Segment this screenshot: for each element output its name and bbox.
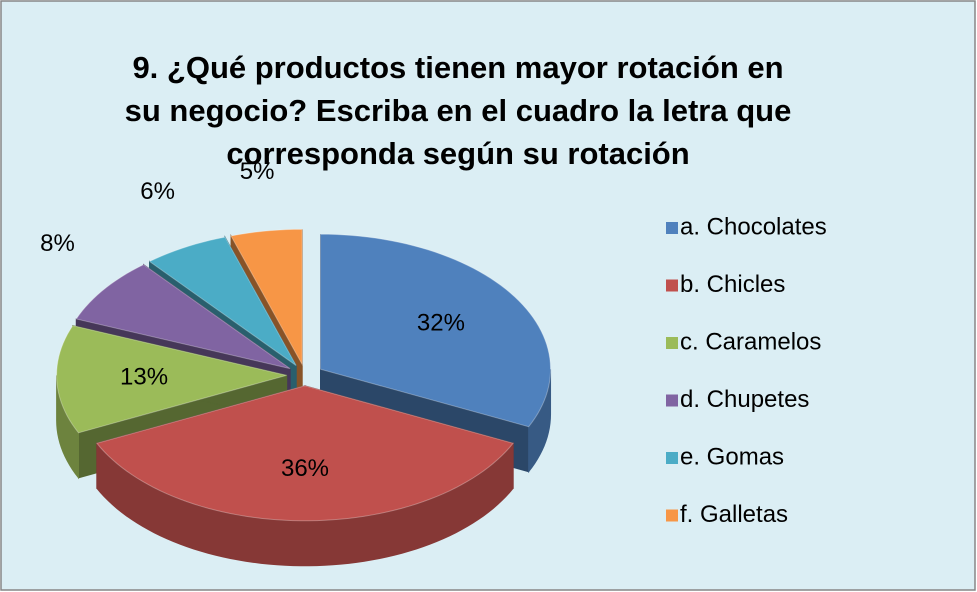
data-label: 6%: [140, 178, 175, 205]
slice: [56, 325, 287, 434]
legend-swatch: [666, 394, 678, 407]
legend-label: a. Chocolates: [680, 213, 827, 240]
slice: [75, 264, 291, 370]
legend-swatch: [666, 279, 678, 292]
legend-label: c. Caramelos: [680, 328, 821, 355]
data-label: 13%: [120, 363, 168, 390]
data-label: 8%: [40, 230, 75, 257]
slice: [320, 233, 552, 428]
chart-title: su negocio? Escriba en el cuadro la letr…: [125, 93, 792, 128]
slice-wall: [56, 375, 79, 480]
slice: [230, 228, 303, 367]
data-label: 36%: [281, 455, 329, 482]
legend-label: f. Galletas: [680, 501, 788, 528]
legend-swatch: [666, 509, 678, 522]
chart-title: corresponda según su rotación: [226, 136, 689, 171]
legend-label: b. Chicles: [680, 271, 785, 298]
data-label: 5%: [240, 158, 275, 185]
slice: [148, 236, 297, 366]
legend-label: d. Chupetes: [680, 386, 809, 413]
legend-swatch: [666, 222, 678, 234]
legend-swatch: [666, 337, 678, 349]
data-label: 32%: [417, 310, 465, 337]
legend-swatch: [666, 452, 678, 464]
legend-label: e. Gomas: [680, 443, 784, 470]
slice: [96, 385, 514, 522]
chart-title: 9. ¿Qué productos tienen mayor rotación …: [132, 50, 783, 85]
